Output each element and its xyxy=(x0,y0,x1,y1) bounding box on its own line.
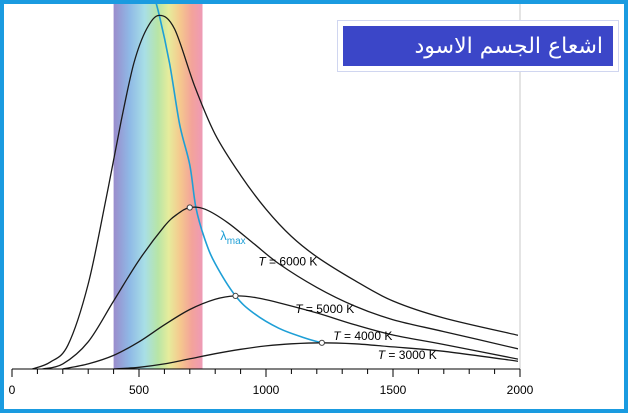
curve-3000k xyxy=(113,342,518,369)
x-tick-label: 500 xyxy=(129,383,149,397)
curve-label: T = 4000 K xyxy=(333,329,392,343)
lambda-max-label: λmax xyxy=(220,228,245,247)
x-tick-label: 2000 xyxy=(507,383,534,397)
peak-marker xyxy=(318,339,325,346)
title-box: اشعاع الجسم الاسود xyxy=(337,20,619,72)
blackbody-chart: 0 500 1000 1500 2000 T = 6000 KT = 5000 KT =… xyxy=(9,4,534,397)
lambda-max-curve xyxy=(155,4,323,344)
plot-area xyxy=(32,4,518,369)
visible-spectrum-band xyxy=(113,4,203,369)
x-tick-label: 1000 xyxy=(253,383,280,397)
title-banner: اشعاع الجسم الاسود xyxy=(343,26,613,66)
curve-labels: T = 6000 K T = 5000 K T = 4000 K T = 3000 K… xyxy=(220,228,437,362)
curves-group xyxy=(32,4,518,369)
curve-label: T = 6000 K xyxy=(258,254,317,268)
x-tick-label: 1500 xyxy=(380,383,407,397)
curve-5000k xyxy=(42,206,518,369)
x-axis-ticks: 0 500 1000 1500 2000 xyxy=(9,369,534,397)
x-tick-label: 0 xyxy=(9,383,16,397)
curve-6000k xyxy=(32,14,518,369)
peak-marker xyxy=(232,292,239,299)
curve-label: T = 5000 K xyxy=(295,302,354,316)
page-title: اشعاع الجسم الاسود xyxy=(414,33,603,59)
peak-marker xyxy=(186,204,193,211)
curve-label: T = 3000 K xyxy=(378,348,437,362)
